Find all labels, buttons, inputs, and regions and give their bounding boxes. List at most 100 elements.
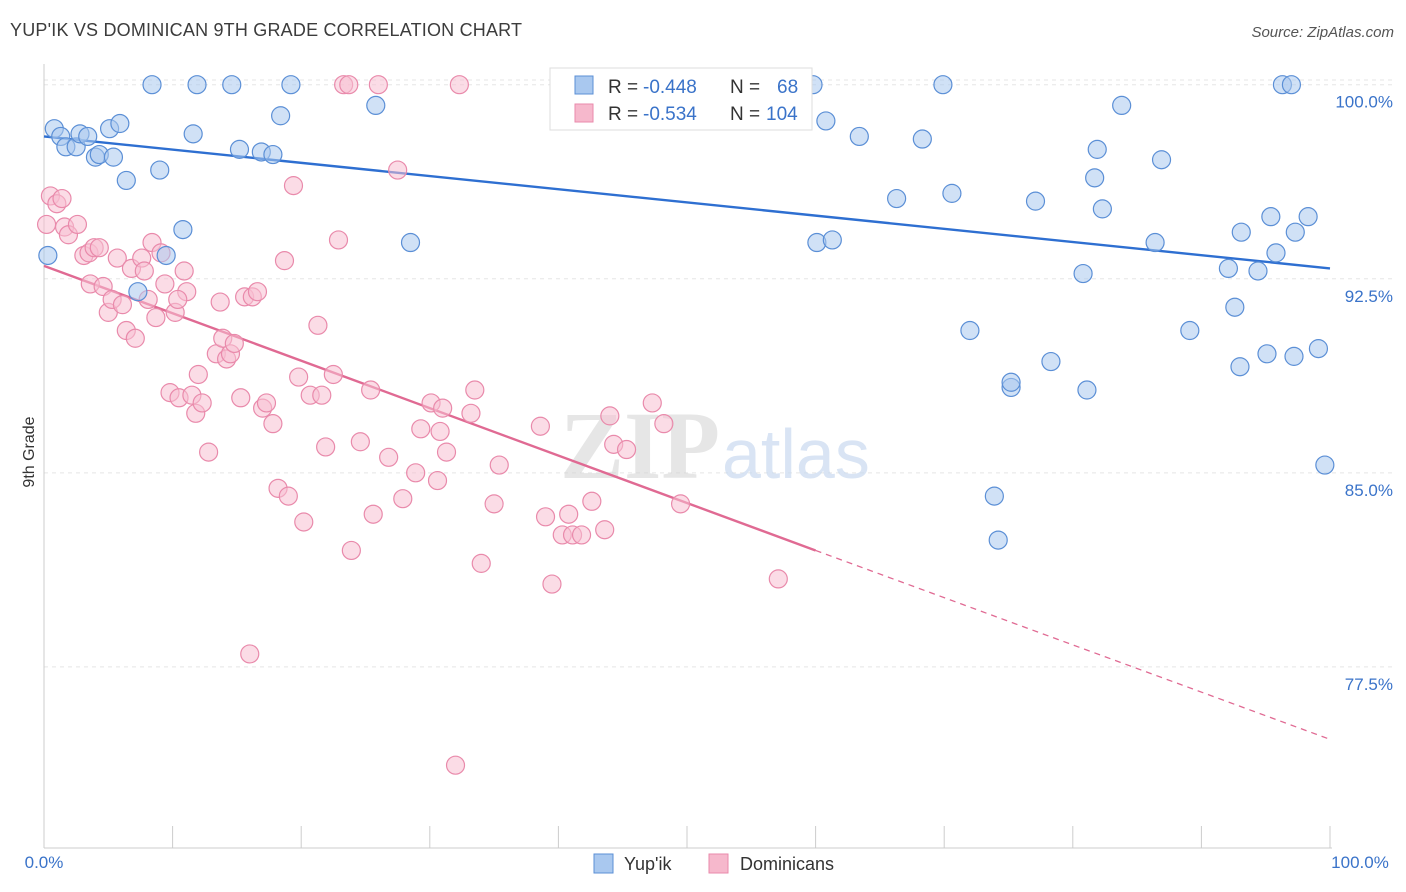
point-dominicans-64 xyxy=(350,432,370,452)
point-yupik-61 xyxy=(1281,75,1302,95)
point-yupik-48 xyxy=(1092,199,1112,219)
y-tick-label-3: 100.0% xyxy=(1335,93,1393,112)
point-dominicans-94 xyxy=(616,439,637,460)
point-yupik-63 xyxy=(1298,207,1318,227)
point-yupik-21 xyxy=(229,139,250,159)
source-label: Source: ZipAtlas.com xyxy=(1251,24,1394,41)
point-yupik-0 xyxy=(38,245,58,266)
point-yupik-64 xyxy=(1308,339,1329,359)
point-yupik-27 xyxy=(400,232,421,253)
stats-n-label-1: N = xyxy=(730,77,760,98)
point-dominicans-74 xyxy=(427,470,448,491)
point-dominicans-57 xyxy=(312,385,332,405)
point-dominicans-59 xyxy=(323,364,343,385)
point-dominicans-75 xyxy=(433,398,453,418)
point-yupik-25 xyxy=(281,75,301,95)
point-dominicans-76 xyxy=(436,442,457,462)
y-tick-label-0: 77.5% xyxy=(1345,675,1393,694)
point-yupik-38 xyxy=(988,530,1008,550)
point-dominicans-56 xyxy=(308,315,328,335)
point-dominicans-23 xyxy=(146,307,166,328)
point-dominicans-37 xyxy=(210,292,230,312)
point-dominicans-35 xyxy=(199,442,219,462)
y-tick-label-2: 92.5% xyxy=(1345,287,1393,306)
chart-title: YUP'IK VS DOMINICAN 9TH GRADE CORRELATIO… xyxy=(10,20,523,40)
point-dominicans-47 xyxy=(256,393,277,413)
point-yupik-16 xyxy=(156,245,176,266)
point-dominicans-96 xyxy=(654,414,674,434)
point-yupik-13 xyxy=(128,282,148,302)
legend-label-dominicans: Dominicans xyxy=(740,854,834,874)
point-dominicans-98 xyxy=(768,569,788,589)
stats-r-value-1: -0.448 xyxy=(643,77,697,98)
point-dominicans-66 xyxy=(363,504,383,524)
point-dominicans-85 xyxy=(542,574,562,594)
point-yupik-24 xyxy=(271,106,291,126)
stats-r-label-1: R = xyxy=(608,77,638,98)
point-dominicans-77 xyxy=(449,75,469,95)
point-yupik-52 xyxy=(1180,320,1200,341)
point-dominicans-68 xyxy=(379,447,399,467)
point-dominicans-79 xyxy=(465,380,485,400)
point-yupik-12 xyxy=(116,170,136,191)
x-tick-label-min: 0.0% xyxy=(25,853,64,872)
point-yupik-6 xyxy=(78,126,98,147)
point-yupik-37 xyxy=(960,320,980,341)
point-dominicans-33 xyxy=(188,364,208,385)
point-yupik-33 xyxy=(887,188,907,209)
point-yupik-57 xyxy=(1248,261,1268,281)
point-dominicans-65 xyxy=(361,380,381,400)
point-dominicans-82 xyxy=(489,455,509,475)
point-dominicans-80 xyxy=(471,553,491,573)
point-yupik-32 xyxy=(849,126,869,147)
point-dominicans-14 xyxy=(107,248,127,268)
point-dominicans-62 xyxy=(339,75,359,95)
point-yupik-18 xyxy=(183,124,203,144)
point-dominicans-25 xyxy=(155,274,175,294)
point-dominicans-29 xyxy=(174,261,194,281)
point-dominicans-5 xyxy=(67,214,88,235)
point-yupik-50 xyxy=(1145,232,1165,253)
point-dominicans-15 xyxy=(112,295,133,315)
point-dominicans-70 xyxy=(393,489,413,509)
point-dominicans-92 xyxy=(600,406,620,426)
stats-r-value-2: -0.534 xyxy=(643,104,697,125)
point-dominicans-60 xyxy=(328,230,349,250)
point-dominicans-84 xyxy=(535,507,556,527)
point-yupik-62 xyxy=(1285,222,1305,242)
point-dominicans-67 xyxy=(368,75,388,95)
stats-n-label-2: N = xyxy=(730,104,760,125)
point-yupik-11 xyxy=(110,113,130,134)
point-yupik-66 xyxy=(1261,207,1281,227)
point-dominicans-99 xyxy=(430,421,450,442)
point-dominicans-95 xyxy=(642,393,662,413)
y-tick-label-1: 85.0% xyxy=(1345,481,1393,500)
stats-swatch-dominicans xyxy=(574,103,594,123)
point-yupik-54 xyxy=(1225,297,1245,317)
point-dominicans-50 xyxy=(274,251,295,271)
point-yupik-26 xyxy=(366,95,386,115)
point-dominicans-2 xyxy=(52,188,72,209)
y-axis-label: 9th Grade xyxy=(21,416,38,487)
point-dominicans-97 xyxy=(670,494,691,514)
stats-n-value-2: 104 xyxy=(766,104,798,125)
point-yupik-43 xyxy=(1041,351,1061,372)
point-dominicans-89 xyxy=(571,525,592,545)
point-yupik-19 xyxy=(187,75,207,95)
point-dominicans-63 xyxy=(341,540,361,561)
point-yupik-42 xyxy=(1025,191,1046,211)
point-dominicans-54 xyxy=(294,512,314,532)
point-dominicans-83 xyxy=(530,416,550,436)
point-yupik-58 xyxy=(1257,344,1277,364)
point-yupik-36 xyxy=(942,183,962,203)
x-tick-label-max: 100.0% xyxy=(1331,853,1389,872)
point-dominicans-48 xyxy=(263,414,283,434)
point-yupik-31 xyxy=(822,230,842,250)
point-dominicans-101 xyxy=(240,644,260,664)
data-points xyxy=(36,75,1335,775)
legend-swatch-yupik xyxy=(593,853,614,874)
point-dominicans-34 xyxy=(192,393,212,413)
trend-line-dominicans-extension xyxy=(815,549,1331,740)
point-yupik-45 xyxy=(1077,380,1097,400)
